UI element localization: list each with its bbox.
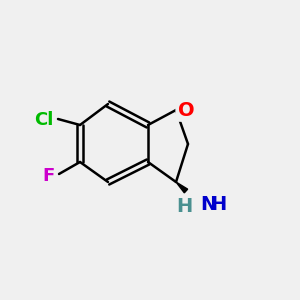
Text: H: H <box>210 196 226 214</box>
Polygon shape <box>176 182 188 193</box>
Text: H: H <box>176 197 192 217</box>
Text: N: N <box>200 196 216 214</box>
Text: O: O <box>178 100 194 119</box>
Text: Cl: Cl <box>34 111 54 129</box>
Text: F: F <box>43 167 55 185</box>
